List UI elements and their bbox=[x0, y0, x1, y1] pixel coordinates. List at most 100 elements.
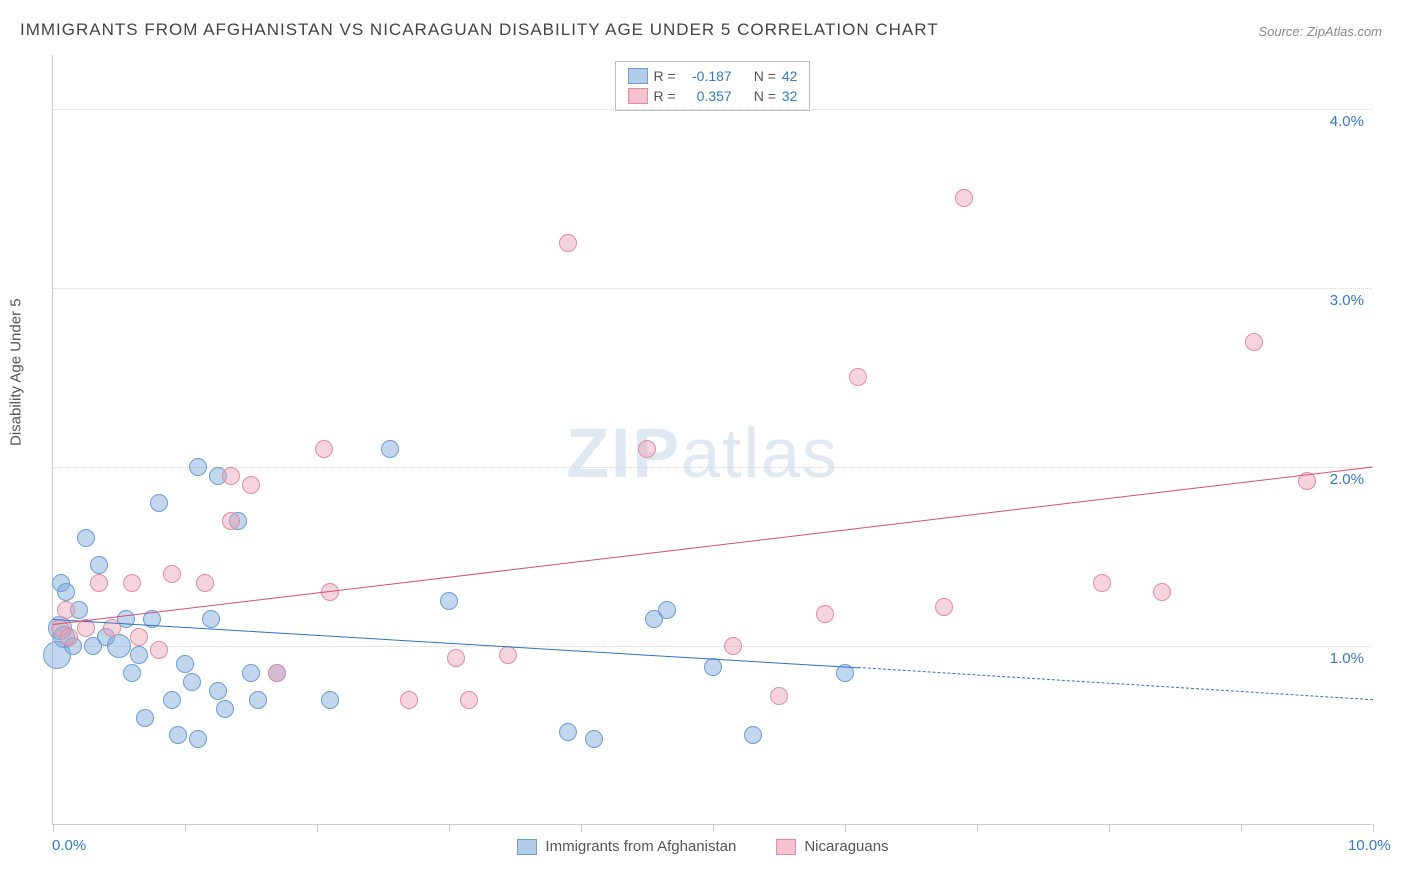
data-point-pink bbox=[222, 467, 240, 485]
data-point-pink bbox=[222, 512, 240, 530]
data-point-pink bbox=[150, 641, 168, 659]
watermark-atlas: atlas bbox=[681, 414, 839, 492]
n-label: N = bbox=[754, 68, 776, 84]
watermark-zip: ZIP bbox=[566, 414, 681, 492]
r-value: 0.357 bbox=[682, 88, 732, 104]
x-tick bbox=[1241, 824, 1242, 832]
data-point-pink bbox=[447, 649, 465, 667]
data-point-pink bbox=[315, 440, 333, 458]
gridline-h bbox=[53, 288, 1372, 289]
data-point-blue bbox=[381, 440, 399, 458]
data-point-blue bbox=[107, 634, 131, 658]
data-point-pink bbox=[163, 565, 181, 583]
x-tick bbox=[53, 824, 54, 832]
y-tick-label: 2.0% bbox=[1330, 471, 1364, 488]
n-value: 42 bbox=[782, 68, 798, 84]
y-axis-label: Disability Age Under 5 bbox=[8, 298, 25, 446]
data-point-blue bbox=[136, 709, 154, 727]
data-point-pink bbox=[955, 189, 973, 207]
data-point-pink bbox=[123, 574, 141, 592]
data-point-blue bbox=[440, 592, 458, 610]
data-point-pink bbox=[60, 628, 78, 646]
gridline-h bbox=[53, 109, 1372, 110]
data-point-pink bbox=[90, 574, 108, 592]
watermark: ZIPatlas bbox=[566, 413, 839, 493]
y-tick-label: 3.0% bbox=[1330, 292, 1364, 309]
legend-swatch bbox=[628, 68, 648, 84]
data-point-pink bbox=[460, 691, 478, 709]
x-tick bbox=[581, 824, 582, 832]
legend-swatch bbox=[776, 839, 796, 855]
legend-item: Nicaraguans bbox=[776, 838, 888, 855]
plot-area: ZIPatlas R = -0.187 N = 42 R = 0.357 N = 32 1.0… bbox=[52, 55, 1372, 825]
x-tick bbox=[977, 824, 978, 832]
data-point-blue bbox=[90, 556, 108, 574]
data-point-blue bbox=[559, 723, 577, 741]
x-tick bbox=[1373, 824, 1374, 832]
legend-item: Immigrants from Afghanistan bbox=[517, 838, 736, 855]
data-point-blue bbox=[189, 458, 207, 476]
legend-label: Immigrants from Afghanistan bbox=[545, 838, 736, 855]
data-point-blue bbox=[585, 730, 603, 748]
gridline-h bbox=[53, 646, 1372, 647]
x-tick bbox=[713, 824, 714, 832]
data-point-pink bbox=[242, 476, 260, 494]
data-point-blue bbox=[130, 646, 148, 664]
r-label: R = bbox=[654, 88, 676, 104]
x-tick-label: 10.0% bbox=[1348, 837, 1391, 854]
data-point-pink bbox=[638, 440, 656, 458]
legend-swatch bbox=[517, 839, 537, 855]
r-value: -0.187 bbox=[682, 68, 732, 84]
x-tick-label: 0.0% bbox=[52, 837, 86, 854]
data-point-pink bbox=[1093, 574, 1111, 592]
source-label: Source: ZipAtlas.com bbox=[1258, 24, 1382, 39]
data-point-blue bbox=[163, 691, 181, 709]
data-point-blue bbox=[123, 664, 141, 682]
r-label: R = bbox=[654, 68, 676, 84]
x-tick bbox=[1109, 824, 1110, 832]
data-point-pink bbox=[559, 234, 577, 252]
legend-swatch bbox=[628, 88, 648, 104]
x-tick bbox=[449, 824, 450, 832]
data-point-pink bbox=[130, 628, 148, 646]
data-point-blue bbox=[242, 664, 260, 682]
data-point-pink bbox=[1153, 583, 1171, 601]
n-value: 32 bbox=[782, 88, 798, 104]
data-point-blue bbox=[189, 730, 207, 748]
chart-title: IMMIGRANTS FROM AFGHANISTAN VS NICARAGUA… bbox=[20, 20, 939, 40]
data-point-pink bbox=[57, 601, 75, 619]
data-point-blue bbox=[249, 691, 267, 709]
data-point-blue bbox=[183, 673, 201, 691]
data-point-blue bbox=[321, 691, 339, 709]
gridline-h bbox=[53, 467, 1372, 468]
data-point-blue bbox=[658, 601, 676, 619]
data-point-blue bbox=[202, 610, 220, 628]
data-point-pink bbox=[268, 664, 286, 682]
data-point-blue bbox=[209, 682, 227, 700]
y-tick-label: 1.0% bbox=[1330, 650, 1364, 667]
data-point-blue bbox=[169, 726, 187, 744]
data-point-blue bbox=[704, 658, 722, 676]
data-point-pink bbox=[196, 574, 214, 592]
legend-correlation-box: R = -0.187 N = 42 R = 0.357 N = 32 bbox=[615, 61, 811, 111]
data-point-blue bbox=[176, 655, 194, 673]
legend-correlation-row: R = -0.187 N = 42 bbox=[628, 66, 798, 86]
data-point-pink bbox=[724, 637, 742, 655]
data-point-blue bbox=[77, 529, 95, 547]
data-point-blue bbox=[150, 494, 168, 512]
legend-label: Nicaraguans bbox=[804, 838, 888, 855]
data-point-pink bbox=[1245, 333, 1263, 351]
data-point-pink bbox=[499, 646, 517, 664]
n-label: N = bbox=[754, 88, 776, 104]
x-tick bbox=[845, 824, 846, 832]
legend-bottom: Immigrants from Afghanistan Nicaraguans bbox=[0, 838, 1406, 855]
x-tick bbox=[185, 824, 186, 832]
data-point-pink bbox=[935, 598, 953, 616]
data-point-blue bbox=[744, 726, 762, 744]
data-point-blue bbox=[216, 700, 234, 718]
legend-correlation-row: R = 0.357 N = 32 bbox=[628, 86, 798, 106]
data-point-pink bbox=[400, 691, 418, 709]
data-point-blue bbox=[57, 583, 75, 601]
data-point-pink bbox=[816, 605, 834, 623]
y-tick-label: 4.0% bbox=[1330, 113, 1364, 130]
